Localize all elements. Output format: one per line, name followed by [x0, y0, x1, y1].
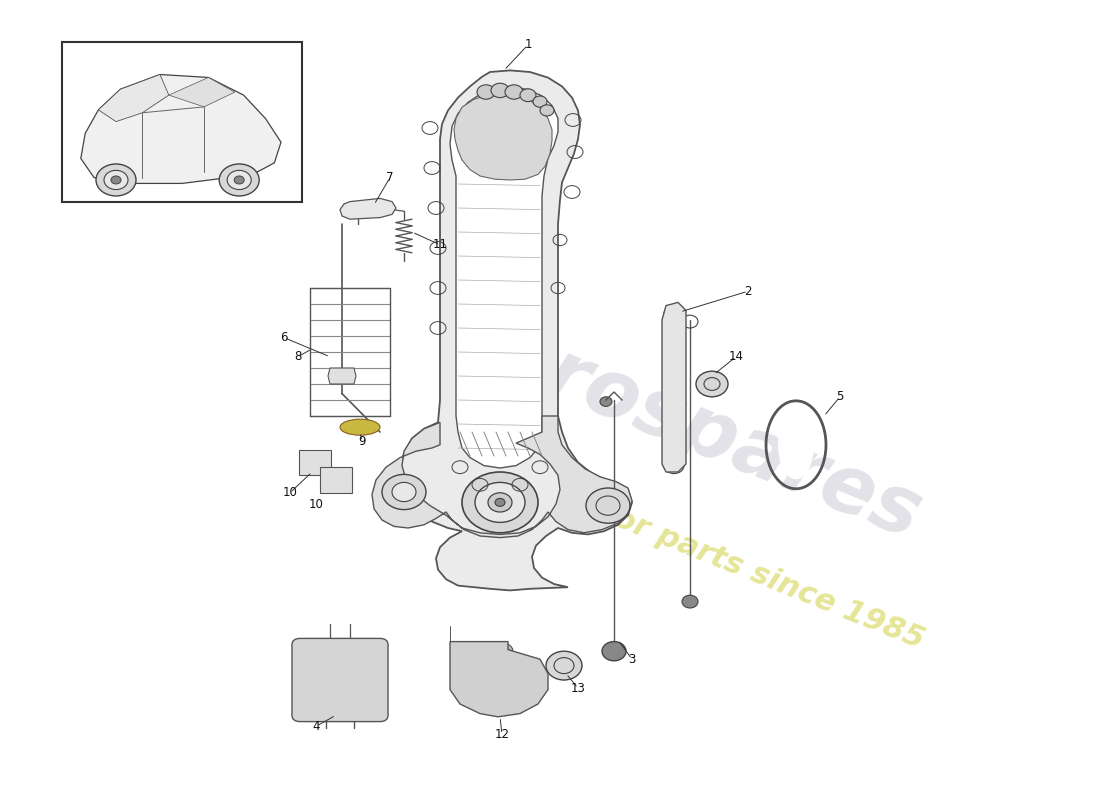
- Circle shape: [586, 488, 630, 523]
- Polygon shape: [450, 642, 548, 717]
- Polygon shape: [400, 70, 632, 590]
- Bar: [62, 42, 303, 202]
- Text: 3: 3: [628, 653, 636, 666]
- Circle shape: [382, 474, 426, 510]
- Polygon shape: [372, 416, 632, 538]
- Circle shape: [477, 85, 495, 99]
- Circle shape: [329, 474, 343, 486]
- Polygon shape: [662, 302, 686, 472]
- Text: eurospares: eurospares: [431, 293, 933, 555]
- Polygon shape: [328, 368, 356, 384]
- Circle shape: [696, 371, 728, 397]
- Text: a passion for parts since 1985: a passion for parts since 1985: [436, 434, 928, 654]
- Circle shape: [219, 164, 260, 196]
- Circle shape: [462, 472, 538, 533]
- FancyBboxPatch shape: [299, 450, 331, 475]
- Circle shape: [104, 170, 128, 190]
- FancyBboxPatch shape: [292, 638, 388, 722]
- Circle shape: [96, 164, 136, 196]
- Polygon shape: [778, 410, 814, 479]
- Text: 4: 4: [312, 720, 320, 733]
- Circle shape: [491, 83, 509, 98]
- Text: 2: 2: [745, 285, 751, 298]
- Text: 5: 5: [836, 390, 844, 403]
- Circle shape: [488, 493, 512, 512]
- Circle shape: [600, 397, 612, 406]
- Circle shape: [682, 595, 698, 608]
- Text: 9: 9: [359, 435, 365, 448]
- Text: 10: 10: [309, 498, 323, 510]
- FancyBboxPatch shape: [320, 467, 352, 493]
- Circle shape: [318, 650, 362, 686]
- Text: 14: 14: [728, 350, 744, 363]
- Text: 7: 7: [386, 171, 394, 184]
- Circle shape: [495, 498, 505, 506]
- Circle shape: [546, 651, 582, 680]
- Circle shape: [460, 643, 480, 659]
- Text: 13: 13: [571, 682, 585, 694]
- Text: 1: 1: [525, 38, 531, 51]
- Polygon shape: [98, 74, 168, 122]
- Text: 8: 8: [295, 350, 301, 363]
- Circle shape: [520, 89, 536, 102]
- Text: 10: 10: [283, 486, 297, 499]
- Circle shape: [534, 96, 547, 107]
- Circle shape: [493, 643, 513, 659]
- Circle shape: [540, 105, 554, 116]
- Polygon shape: [454, 94, 552, 180]
- Text: 11: 11: [432, 238, 448, 251]
- Text: 6: 6: [280, 331, 288, 344]
- Circle shape: [505, 85, 522, 99]
- Circle shape: [392, 482, 416, 502]
- Polygon shape: [80, 74, 280, 183]
- Circle shape: [111, 176, 121, 184]
- Circle shape: [602, 642, 626, 661]
- Text: 12: 12: [495, 728, 509, 741]
- Circle shape: [234, 176, 244, 184]
- Circle shape: [485, 670, 525, 702]
- Polygon shape: [340, 198, 396, 219]
- Circle shape: [475, 482, 525, 522]
- Polygon shape: [450, 86, 558, 468]
- Circle shape: [308, 457, 322, 468]
- Ellipse shape: [340, 419, 379, 435]
- Polygon shape: [168, 78, 234, 107]
- Circle shape: [228, 170, 251, 190]
